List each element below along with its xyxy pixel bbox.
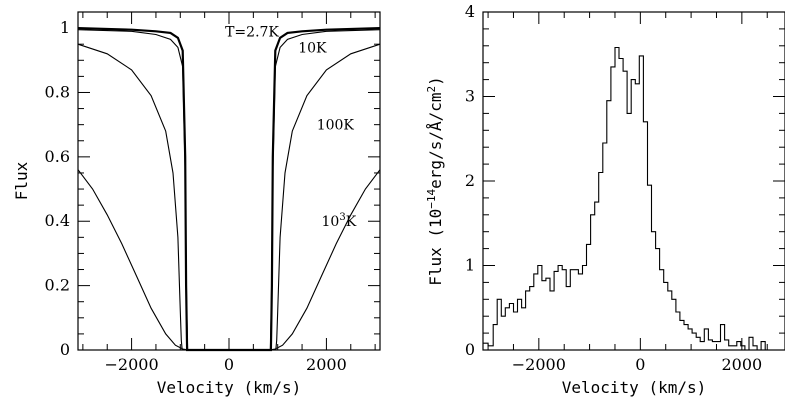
right-chart-y-ticks: 0 1 2 3 4 bbox=[465, 2, 785, 359]
left-y-tick-label: 0.2 bbox=[45, 276, 70, 295]
left-chart-x-ticks: −2000 0 2000 bbox=[82, 12, 376, 374]
right-x-tick-label: −2000 bbox=[512, 355, 566, 374]
annotation-10k: 10K bbox=[298, 40, 327, 56]
left-series-3-line bbox=[77, 169, 381, 351]
right-chart-x-ticks: −2000 0 2000 bbox=[487, 12, 768, 374]
left-y-tick-label: 0.6 bbox=[45, 147, 70, 166]
right-x-tick-label: 2000 bbox=[721, 355, 762, 374]
left-series-1-line bbox=[77, 29, 381, 351]
annotation-1000k-base: 10 bbox=[322, 214, 340, 230]
annotation-1000k: 103K bbox=[322, 212, 357, 230]
right-y-label-part-2: −14 bbox=[425, 188, 438, 208]
right-x-tick-label: 0 bbox=[635, 355, 645, 374]
left-x-tick-label: −2000 bbox=[105, 355, 159, 374]
right-y-label-part-4: 2 bbox=[425, 86, 438, 93]
left-chart-y-axis-label: Flux bbox=[12, 161, 31, 200]
left-y-tick-label: 0.4 bbox=[45, 211, 70, 230]
left-chart-frame bbox=[77, 11, 381, 351]
right-y-tick-label: 1 bbox=[465, 256, 475, 275]
annotation-1000k-sup: 3 bbox=[339, 212, 345, 223]
left-chart: −2000 0 2000 00.20.40.60.81 T=2.7K 10K 100… bbox=[12, 11, 381, 397]
annotation-1000k-after: K bbox=[346, 214, 357, 230]
right-chart: −2000 0 2000 0 1 2 3 4 Velocity (km/s) Flux (1… bbox=[425, 2, 785, 397]
left-chart-y-ticks: 0 0.2 0.4 0.6 0.8 1 bbox=[45, 11, 380, 359]
right-chart-y-axis-label: Flux (10−14erg/s/Å/cm2) bbox=[425, 76, 445, 286]
right-y-tick-label: 0 bbox=[465, 340, 475, 359]
left-x-tick-label: 2000 bbox=[306, 355, 347, 374]
right-chart-frame bbox=[482, 11, 785, 351]
left-y-tick-label: 0.8 bbox=[45, 82, 70, 101]
right-y-tick-label: 4 bbox=[465, 2, 475, 21]
left-chart-series bbox=[77, 27, 381, 352]
left-chart-annotations: T=2.7K 10K 100K 103K bbox=[225, 24, 357, 230]
right-chart-x-axis-label: Velocity (km/s) bbox=[562, 378, 707, 397]
right-y-tick-label: 3 bbox=[465, 87, 475, 106]
right-y-label-part-5: ) bbox=[426, 76, 445, 86]
right-y-label-part-3: erg/s/Å/cm bbox=[426, 93, 445, 189]
right-series-0-line bbox=[483, 46, 770, 351]
left-y-tick-label: 1 bbox=[60, 18, 70, 37]
annotation-t-2-7k: T=2.7K bbox=[225, 24, 279, 40]
left-x-tick-label: 0 bbox=[224, 355, 234, 374]
left-y-tick-label: 0 bbox=[60, 340, 70, 359]
right-y-label-part-1: Flux (10 bbox=[426, 209, 445, 286]
right-y-tick-label: 2 bbox=[465, 171, 475, 190]
left-chart-x-axis-label: Velocity (km/s) bbox=[157, 378, 302, 397]
left-series-0-line bbox=[77, 27, 381, 352]
annotation-100k: 100K bbox=[317, 118, 355, 134]
right-chart-series bbox=[483, 46, 770, 351]
left-series-2-line bbox=[77, 43, 381, 351]
